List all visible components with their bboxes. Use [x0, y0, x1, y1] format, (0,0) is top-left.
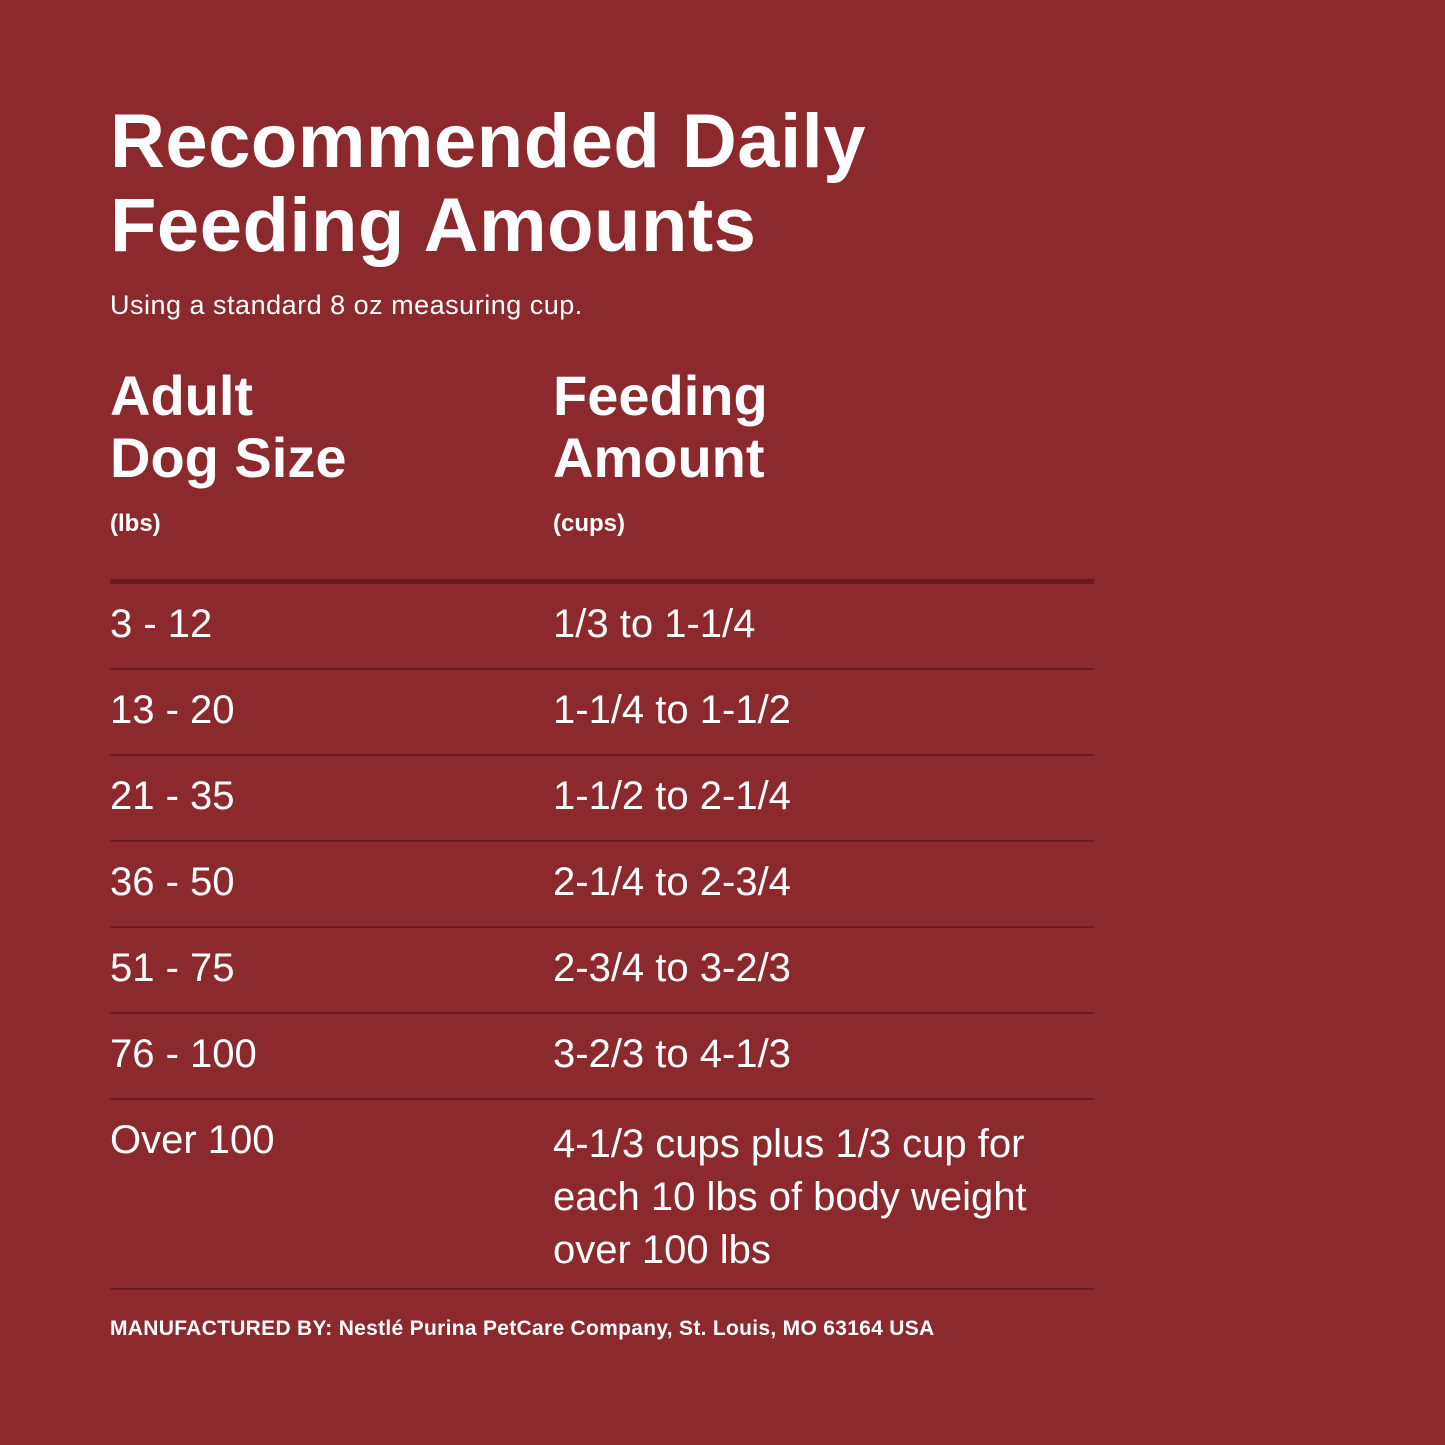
manufacturer-footer: MANUFACTURED BY: Nestlé Purina PetCare C…: [110, 1317, 935, 1340]
table-body: 3 - 12 1/3 to 1-1/4 13 - 20 1-1/4 to 1-1/2…: [110, 584, 1094, 1290]
feeding-amount: 1-1/4 to 1-1/2: [553, 688, 791, 732]
dog-size: 36 - 50: [110, 860, 235, 904]
header-line: Amount: [553, 426, 765, 489]
feeding-amount: 3-2/3 to 4-1/3: [553, 1032, 791, 1076]
header-line: Feeding: [553, 364, 768, 427]
header-line: Adult: [110, 364, 254, 427]
title-line-2: Feeding Amounts: [110, 183, 757, 268]
dog-size: 51 - 75: [110, 946, 235, 990]
title-line-1: Recommended Daily: [110, 99, 867, 184]
header-unit: (cups): [553, 510, 625, 537]
table-row: 13 - 20 1-1/4 to 1-1/2: [110, 670, 1094, 756]
table-row: Over 100 4-1/3 cups plus 1/3 cup for each…: [110, 1100, 1094, 1290]
dog-size: Over 100: [110, 1118, 275, 1162]
header-feeding-amount: Feeding Amount (cups): [553, 364, 768, 538]
dog-size: 3 - 12: [110, 602, 213, 646]
feeding-amount: 1-1/2 to 2-1/4: [553, 774, 791, 818]
table-row: 76 - 100 3-2/3 to 4-1/3: [110, 1014, 1094, 1100]
dog-size: 76 - 100: [110, 1032, 257, 1076]
dog-size: 13 - 20: [110, 688, 235, 732]
table-row: 21 - 35 1-1/2 to 2-1/4: [110, 756, 1094, 842]
page-title: Recommended Daily Feeding Amounts: [110, 100, 1094, 268]
feeding-amount: 4-1/3 cups plus 1/3 cup for each 10 lbs …: [553, 1122, 1027, 1272]
table-row: 36 - 50 2-1/4 to 2-3/4: [110, 842, 1094, 928]
feeding-amount: 2-1/4 to 2-3/4: [553, 860, 791, 904]
feeding-amount: 1/3 to 1-1/4: [553, 602, 756, 646]
header-line: Dog Size: [110, 426, 347, 489]
feeding-amount: 2-3/4 to 3-2/3: [553, 946, 791, 990]
subtitle: Using a standard 8 oz measuring cup.: [110, 290, 583, 320]
header-dog-size: Adult Dog Size (lbs): [110, 364, 347, 538]
dog-size: 21 - 35: [110, 774, 235, 818]
header-divider: [110, 579, 1094, 584]
feeding-table: Adult Dog Size (lbs) Feeding Amount (cup…: [110, 0, 1094, 1445]
header-unit: (lbs): [110, 510, 161, 537]
table-row: 51 - 75 2-3/4 to 3-2/3: [110, 928, 1094, 1014]
feeding-chart: Recommended Daily Feeding Amounts Using …: [110, 100, 1094, 321]
table-row: 3 - 12 1/3 to 1-1/4: [110, 584, 1094, 670]
